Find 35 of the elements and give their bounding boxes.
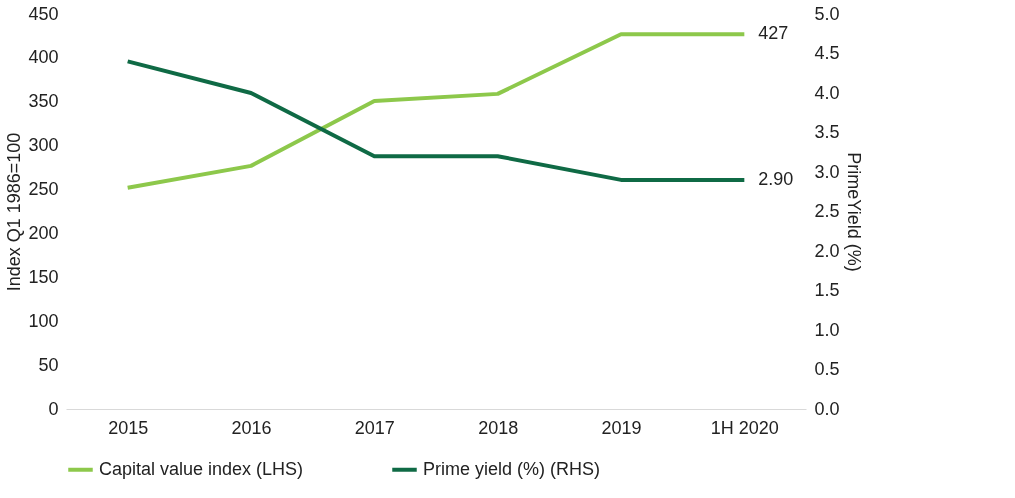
y2-tick-label: 1.5 — [814, 280, 840, 300]
y-tick-label: 50 — [38, 354, 59, 375]
y-tick-label: 400 — [28, 47, 59, 68]
x-tick-label: 2017 — [354, 417, 395, 438]
line-series — [125, 32, 747, 190]
y-axis-title: Index Q1 1986=100 — [4, 132, 25, 292]
data-label: 2.90 — [758, 168, 794, 189]
y-tick-label: 250 — [28, 179, 59, 200]
x-tick-label: 2018 — [478, 417, 519, 438]
x-tick-label: 2019 — [601, 417, 642, 438]
x-tick-label: 2016 — [231, 417, 272, 438]
line-series — [125, 59, 747, 182]
y-tick-label: 200 — [28, 222, 59, 243]
y2-tick-label: 4.5 — [814, 43, 840, 63]
y2-tick-label: 5.0 — [814, 3, 840, 24]
y2-tick-label: 0.0 — [814, 398, 840, 419]
y-tick-label: 100 — [28, 310, 59, 331]
y2-tick-label: 2.5 — [814, 201, 840, 221]
y2-tick-label: 3.5 — [814, 122, 840, 142]
y2-tick-label: 2.0 — [814, 240, 840, 261]
y2-axis-title: PrimeYield (%) — [843, 152, 864, 272]
y-tick-label: 350 — [28, 91, 59, 112]
y-tick-label: 0 — [48, 398, 59, 419]
legend-label: Prime yield (%) (RHS) — [423, 458, 601, 479]
x-tick-label: 1H 2020 — [710, 417, 779, 438]
y2-tick-label: 1.0 — [814, 319, 840, 340]
legend-label: Capital value index (LHS) — [99, 458, 304, 479]
y2-tick-label: 0.5 — [814, 359, 840, 379]
y2-tick-label: 3.0 — [814, 161, 840, 182]
y2-tick-label: 4.0 — [814, 82, 840, 103]
data-label: 427 — [758, 23, 789, 44]
y-tick-label: 150 — [28, 266, 59, 287]
y-tick-label: 300 — [28, 135, 59, 156]
x-tick-label: 2015 — [108, 417, 149, 438]
y-tick-label: 450 — [28, 3, 59, 24]
